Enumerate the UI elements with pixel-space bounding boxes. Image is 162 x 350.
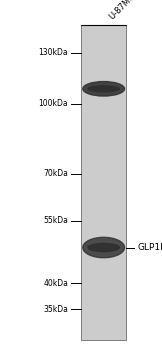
Text: U-87MG: U-87MG — [107, 0, 137, 21]
Text: GLP1R: GLP1R — [138, 243, 162, 252]
Text: 35kDa: 35kDa — [43, 305, 68, 314]
Text: 130kDa: 130kDa — [38, 48, 68, 57]
Ellipse shape — [88, 86, 119, 92]
Ellipse shape — [83, 237, 125, 258]
Text: 55kDa: 55kDa — [43, 216, 68, 225]
Bar — [81, 25, 126, 339]
Text: 40kDa: 40kDa — [43, 279, 68, 288]
Text: 70kDa: 70kDa — [43, 169, 68, 178]
Ellipse shape — [83, 82, 125, 96]
Ellipse shape — [88, 244, 119, 252]
Text: 100kDa: 100kDa — [38, 99, 68, 108]
